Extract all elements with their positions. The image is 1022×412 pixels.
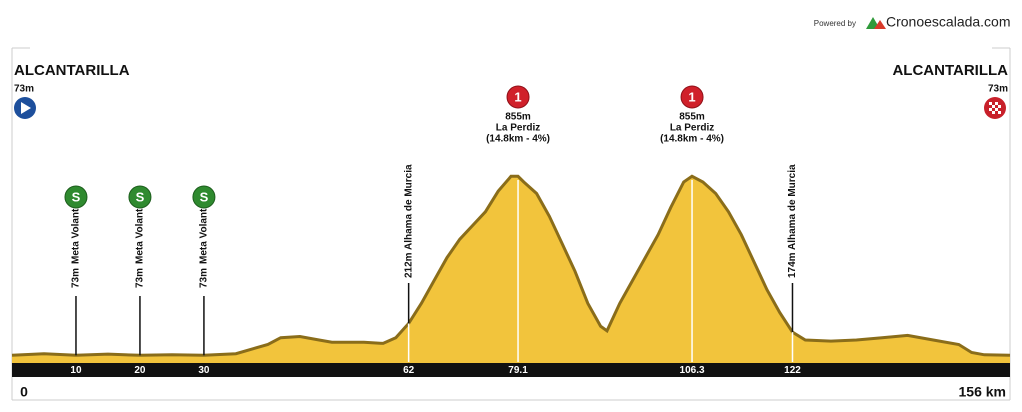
sprint-icon: [128, 185, 152, 209]
finish-elevation: 73m: [988, 84, 1008, 95]
x-tick-label: 10: [70, 365, 82, 376]
powered-by: Powered by: [814, 19, 856, 28]
start-elevation: 73m: [14, 84, 34, 95]
marker-label: Meta Volante: [135, 203, 146, 264]
finish-name: ALCANTARILLA: [892, 62, 1008, 79]
marker-elevation: 73m: [199, 268, 210, 288]
marker-elevation: 73m: [135, 268, 146, 288]
climb-icon-label: 1: [688, 89, 695, 104]
x-tick-label: 30: [198, 365, 210, 376]
marker-label: Alhama de Murcia: [403, 164, 414, 250]
climb-detail: (14.8km - 4%): [486, 134, 550, 145]
x-tick-label: 122: [784, 365, 801, 376]
marker-label: Meta Volante: [199, 203, 210, 264]
marker-elevation: 212m: [403, 252, 414, 278]
profile-line: [11, 174, 1011, 357]
start-icon: [21, 102, 31, 114]
sprint-icon-label: S: [72, 189, 81, 204]
finish-icon: [989, 102, 1001, 114]
marker-label: Alhama de Murcia: [787, 164, 798, 250]
sprint-icon-label: S: [136, 189, 145, 204]
x-tick-label: 62: [403, 365, 415, 376]
logo: [874, 20, 886, 29]
sprint-icon: [64, 185, 88, 209]
climb-icon: [506, 85, 530, 109]
climb-icon: [680, 85, 704, 109]
start-name: ALCANTARILLA: [14, 62, 130, 79]
climb-icon-label: 1: [514, 89, 521, 104]
x-tick-label: 106.3: [680, 365, 705, 376]
marker-label: Meta Volante: [71, 203, 82, 264]
brand: Cronoescalada.com: [886, 14, 1011, 30]
axis-band: [12, 363, 1010, 377]
x-end-label: 156 km: [959, 384, 1006, 400]
sprint-icon-label: S: [200, 189, 209, 204]
sprint-icon: [192, 185, 216, 209]
climb-elevation: 855m: [679, 112, 705, 123]
profile-area: [12, 176, 1010, 372]
x-end-label: 0: [20, 384, 28, 400]
climb-detail: (14.8km - 4%): [660, 134, 724, 145]
x-tick-label: 79.1: [508, 365, 528, 376]
marker-elevation: 73m: [71, 268, 82, 288]
climb-name: La Perdiz: [670, 123, 714, 134]
marker-elevation: 174m: [787, 252, 798, 278]
climb-elevation: 855m: [505, 112, 531, 123]
climb-name: La Perdiz: [496, 123, 540, 134]
x-tick-label: 20: [134, 365, 146, 376]
